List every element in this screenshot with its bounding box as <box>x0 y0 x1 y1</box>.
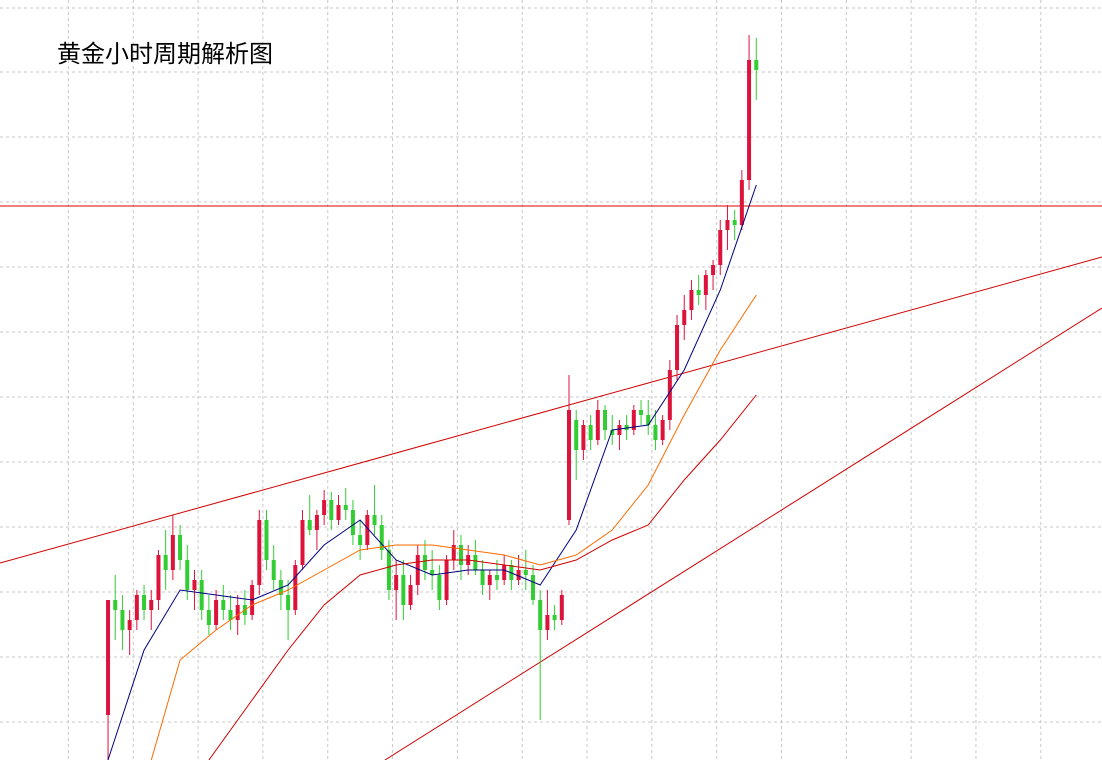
candle-body <box>206 610 211 625</box>
moving-average <box>150 294 757 760</box>
candle-body <box>430 570 435 575</box>
candle-body <box>372 515 377 525</box>
candle-body <box>754 60 759 70</box>
candle-body <box>603 410 608 430</box>
candle-body <box>451 545 456 560</box>
candle-body <box>163 555 168 570</box>
candle-body <box>350 510 355 535</box>
candle-body <box>725 220 730 230</box>
candle-body <box>142 595 147 610</box>
candle-body <box>127 620 132 630</box>
lower-trend-line <box>384 307 1102 760</box>
candle-body <box>682 310 687 325</box>
candle-body <box>422 555 427 570</box>
candle-body <box>559 595 564 620</box>
chart-title: 黄金小时周期解析图 <box>57 40 273 68</box>
candle-body <box>473 555 478 570</box>
candle-body <box>214 600 219 625</box>
candle-body <box>264 520 269 560</box>
candle-body <box>120 610 125 630</box>
candle-body <box>487 575 492 585</box>
candle-body <box>617 425 622 435</box>
candle-body <box>149 600 154 610</box>
candle-body <box>667 370 672 420</box>
candle-body <box>271 560 276 580</box>
candle-body <box>523 570 528 575</box>
candle-body <box>286 595 291 610</box>
candle-body <box>192 580 197 590</box>
candle-body <box>574 420 579 450</box>
candle-body <box>156 555 161 600</box>
upper-trend-line <box>0 256 1102 564</box>
candle-body <box>178 535 183 560</box>
candle-body <box>675 325 680 370</box>
candle-body <box>365 515 370 545</box>
candle-body <box>480 570 485 585</box>
candle-body <box>358 535 363 545</box>
candle-body <box>610 430 615 435</box>
candle-body <box>516 570 521 580</box>
candle-body <box>711 265 716 275</box>
candle-body <box>595 410 600 440</box>
candle-body <box>228 610 233 620</box>
candle-body <box>408 585 413 605</box>
candle-body <box>660 420 665 440</box>
candle-body <box>415 555 420 585</box>
candle-body <box>336 505 341 520</box>
candle-body <box>703 275 708 295</box>
moving-average <box>107 184 757 760</box>
candle-body <box>386 550 391 590</box>
candle-body <box>458 545 463 565</box>
candle-body <box>718 230 723 265</box>
candle-body <box>530 575 535 600</box>
candle-body <box>696 290 701 295</box>
candle-body <box>293 565 298 610</box>
candle-body <box>307 520 312 530</box>
candle-body <box>394 575 399 590</box>
candle-body <box>631 410 636 430</box>
candle-body <box>185 560 190 590</box>
candle-body <box>221 600 226 610</box>
candle-body <box>257 520 262 585</box>
candle-body <box>401 575 406 605</box>
candle-body <box>653 425 658 440</box>
candle-body <box>314 515 319 530</box>
candle-body <box>639 410 644 415</box>
candle-body <box>689 290 694 310</box>
candle-body <box>494 575 499 580</box>
candle-body <box>538 600 543 630</box>
candle-body <box>343 505 348 510</box>
candle-body <box>437 575 442 600</box>
candle-body <box>502 565 507 580</box>
candle-body <box>747 60 752 180</box>
candle-body <box>106 600 111 715</box>
candle-body <box>588 425 593 440</box>
candle-body <box>322 500 327 515</box>
candle-body <box>329 500 334 520</box>
candle-body <box>646 415 651 425</box>
marks <box>106 35 759 760</box>
candle-body <box>170 535 175 570</box>
candle-body <box>235 605 240 620</box>
candle-body <box>379 525 384 550</box>
candle-body <box>300 520 305 565</box>
candle-body <box>199 580 204 610</box>
candle-body <box>444 560 449 600</box>
candle-body <box>545 615 550 630</box>
candle-body <box>739 180 744 225</box>
candle-body <box>567 410 572 520</box>
moving-average <box>208 394 757 760</box>
candle-body <box>113 600 118 610</box>
candle-body <box>581 425 586 450</box>
candle-body <box>134 595 139 620</box>
candle-body <box>552 615 557 620</box>
candle-body <box>732 220 737 225</box>
